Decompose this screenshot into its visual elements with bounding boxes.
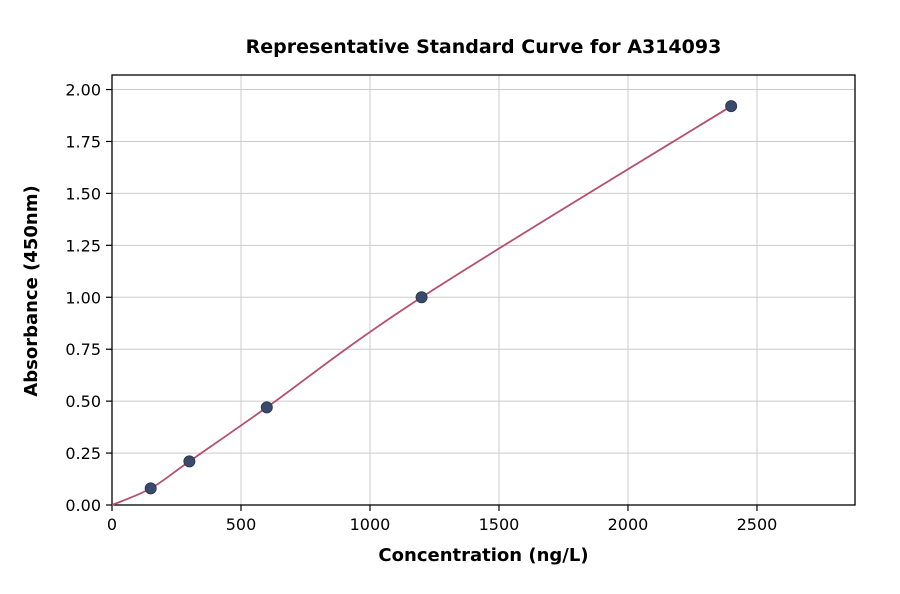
x-tick-label: 2500 xyxy=(737,515,778,534)
x-tick-label: 2000 xyxy=(608,515,649,534)
plot-border xyxy=(111,74,856,506)
y-tick-label: 1.25 xyxy=(65,236,101,255)
x-tick-label: 0 xyxy=(107,515,117,534)
x-tick-label: 1000 xyxy=(350,515,391,534)
data-point xyxy=(183,455,196,468)
x-tick-label: 1500 xyxy=(479,515,520,534)
data-point xyxy=(260,401,273,414)
standard-curve-line xyxy=(111,105,732,506)
y-tick-label: 0.00 xyxy=(65,496,101,515)
y-tick-label: 0.50 xyxy=(65,392,101,411)
y-tick-label: 0.75 xyxy=(65,340,101,359)
y-tick-label: 1.00 xyxy=(65,288,101,307)
y-tick-label: 1.75 xyxy=(65,132,101,151)
data-point xyxy=(415,291,428,304)
data-point xyxy=(725,100,738,113)
y-tick-label: 1.50 xyxy=(65,184,101,203)
x-axis-label: Concentration (ng/L) xyxy=(378,545,589,566)
y-tick-label: 0.25 xyxy=(65,444,101,463)
x-tick-label: 500 xyxy=(226,515,257,534)
chart-title: Representative Standard Curve for A31409… xyxy=(245,36,722,58)
y-tick-label: 2.00 xyxy=(65,81,101,100)
data-point xyxy=(144,482,157,495)
